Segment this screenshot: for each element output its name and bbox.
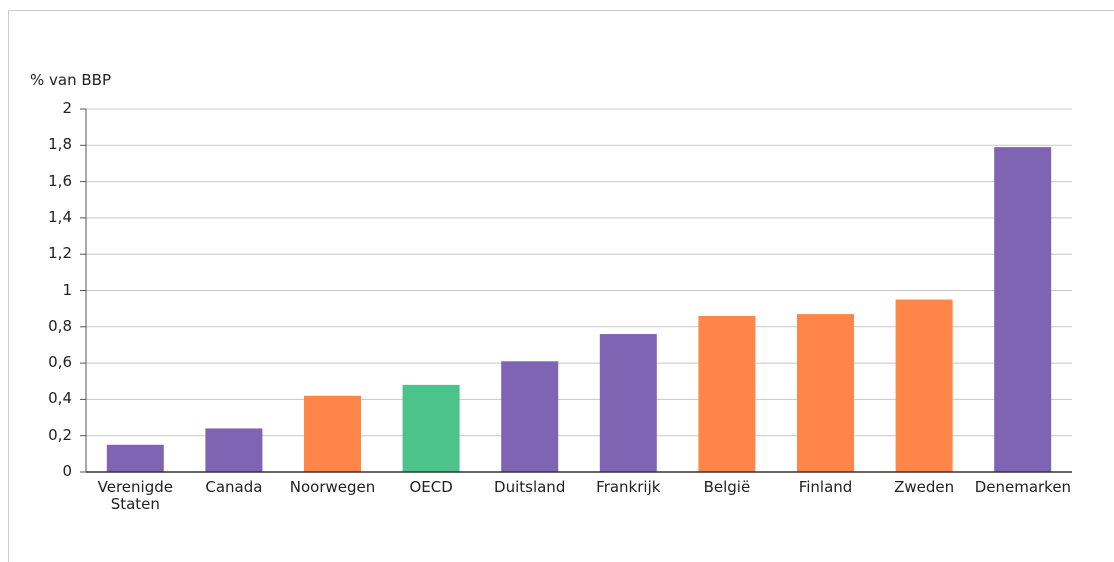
y-tick-label: 0,6 (48, 353, 72, 372)
bar (304, 395, 361, 472)
x-tick-label: Duitsland (494, 478, 566, 496)
bar (402, 384, 460, 472)
x-tick-label: Canada (205, 478, 263, 496)
y-tick-label: 0,4 (48, 389, 72, 408)
bar (698, 315, 756, 472)
bar (205, 428, 263, 472)
bar (599, 334, 657, 472)
y-tick-label: 2 (62, 99, 72, 117)
frame (8, 10, 1114, 562)
bar (501, 361, 559, 472)
x-tick-label: Denemarken (974, 478, 1072, 496)
y-tick-label: 0 (62, 462, 72, 480)
y-tick-label: 1,8 (48, 135, 72, 154)
x-tick-label: Finland (798, 478, 853, 496)
bar (895, 299, 953, 472)
x-tick-label: OECD (409, 478, 453, 496)
y-tick-label: 1,4 (48, 207, 72, 226)
x-tick-label: Verenigde Staten (97, 478, 173, 513)
bar (797, 314, 854, 472)
y-tick-label: 0,2 (48, 425, 72, 444)
y-tick-label: 0,8 (48, 316, 72, 335)
x-tick-label: België (703, 478, 751, 496)
y-tick-label: 1,6 (48, 171, 72, 190)
bar (106, 444, 164, 472)
x-tick-label: Frankrijk (596, 478, 661, 496)
x-tick-label: Noorwegen (289, 478, 376, 496)
y-tick-label: 1,2 (48, 244, 72, 263)
x-tick-label: Zweden (894, 478, 955, 496)
bar (994, 147, 1052, 473)
y-tick-label: 1 (62, 280, 72, 299)
y-axis-label: % van BBP (30, 71, 111, 89)
